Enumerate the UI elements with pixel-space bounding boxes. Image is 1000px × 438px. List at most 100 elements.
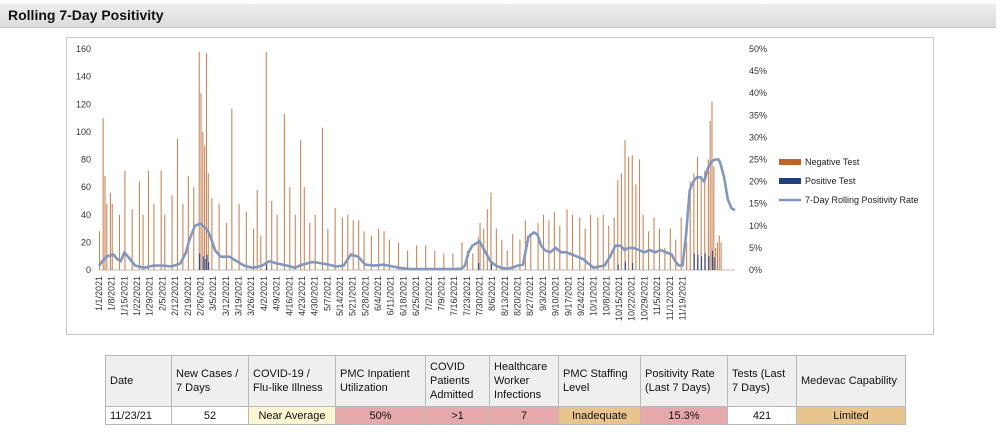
negative-test-bar bbox=[153, 203, 155, 270]
negative-test-bar bbox=[176, 138, 179, 270]
negative-test-bar bbox=[276, 214, 278, 270]
negative-test-bar bbox=[566, 209, 568, 270]
negative-test-bar bbox=[231, 108, 233, 270]
negative-test-bar bbox=[358, 220, 360, 270]
table-header-cell: Healthcare Worker Infections bbox=[489, 355, 559, 407]
x-tick-label: 10/1/2021 bbox=[589, 276, 599, 316]
x-tick-label: 5/21/2021 bbox=[348, 276, 358, 316]
positive-test-bar bbox=[490, 261, 492, 270]
section-header: Rolling 7-Day Positivity bbox=[0, 4, 996, 28]
negative-test-bar bbox=[443, 253, 445, 270]
positivity-rate-line bbox=[97, 158, 736, 271]
y-right-tick-label: 10% bbox=[749, 221, 767, 231]
positive-test-bar bbox=[266, 264, 268, 270]
tests-cell: 421 bbox=[727, 406, 797, 425]
negative-test-bar bbox=[238, 203, 240, 270]
negative-test-bar bbox=[479, 223, 481, 270]
positive-test-bar bbox=[632, 263, 634, 270]
negative-test-bar bbox=[407, 250, 409, 270]
illness-level-cell: Near Average bbox=[248, 406, 336, 425]
negative-test-bar bbox=[709, 120, 711, 270]
table-header-cell: Date bbox=[105, 355, 172, 407]
y-right-tick-label: 15% bbox=[749, 199, 767, 209]
negative-test-bar bbox=[512, 234, 514, 270]
positive-test-bar bbox=[713, 257, 715, 270]
table-header-cell: PMC Staffing Level bbox=[558, 355, 641, 407]
negative-test-bar bbox=[617, 180, 619, 270]
negative-test-bar bbox=[271, 200, 273, 270]
negative-test-bar bbox=[283, 113, 285, 270]
y-right-tick-label: 50% bbox=[749, 44, 767, 54]
x-tick-label: 8/27/2021 bbox=[525, 276, 535, 316]
negative-test-bar bbox=[638, 159, 641, 270]
x-tick-label: 9/17/2021 bbox=[563, 276, 573, 316]
x-tick-label: 6/4/2021 bbox=[373, 276, 383, 311]
negative-test-bar bbox=[548, 220, 550, 270]
y-right-tick-label: 5% bbox=[749, 243, 762, 253]
negative-test-bar bbox=[253, 228, 255, 270]
negative-test-bar bbox=[579, 217, 581, 270]
x-tick-label: 3/19/2021 bbox=[234, 276, 244, 316]
y-left-tick-label: 60 bbox=[81, 182, 91, 192]
negative-test-bar bbox=[204, 145, 206, 270]
negative-test-bar bbox=[383, 231, 385, 270]
x-tick-label: 7/23/2021 bbox=[462, 276, 472, 316]
negative-test-bar bbox=[327, 228, 329, 270]
x-tick-label: 3/5/2021 bbox=[208, 276, 218, 311]
negative-test-bar bbox=[707, 159, 709, 270]
negative-test-bar bbox=[211, 198, 213, 270]
negative-test-bar bbox=[720, 242, 722, 270]
negative-test-bar bbox=[265, 51, 267, 271]
negative-test-bar bbox=[171, 195, 173, 270]
negative-test-bar bbox=[553, 211, 555, 270]
chart: 0 20 40 60 80 100 120 140 160 0% 5% 10% 15% 20% 25% 30%… bbox=[76, 44, 919, 321]
negative-test-bar bbox=[142, 214, 144, 270]
inpatient-utilization-cell: 50% bbox=[335, 406, 426, 425]
x-tick-label: 6/18/2021 bbox=[398, 276, 408, 316]
y-left-tick-label: 0 bbox=[86, 265, 91, 275]
negative-test-bar bbox=[631, 155, 633, 270]
positive-test-bar bbox=[204, 258, 206, 270]
y-right-tick-label: 40% bbox=[749, 88, 767, 98]
patients-admitted-cell: >1 bbox=[425, 406, 490, 425]
positive-test-bar bbox=[208, 261, 210, 270]
negative-test-bar bbox=[314, 214, 316, 270]
table-header-cell: COVID Patients Admitted bbox=[425, 355, 490, 407]
negative-test-bar bbox=[207, 173, 209, 270]
negative-test-bar bbox=[452, 253, 454, 270]
y-right-tick-label: 20% bbox=[749, 177, 767, 187]
negative-test-bar bbox=[461, 242, 463, 270]
positive-test-bar bbox=[624, 261, 626, 270]
x-tick-label: 1/8/2021 bbox=[107, 276, 117, 311]
negative-test-bar bbox=[696, 156, 699, 270]
positive-test-bar bbox=[206, 254, 208, 270]
negative-test-bar bbox=[99, 231, 101, 270]
negative-test-bar bbox=[635, 184, 637, 270]
x-tick-label: 3/12/2021 bbox=[221, 276, 231, 316]
x-tick-label: 6/11/2021 bbox=[386, 276, 396, 315]
negative-test-bar bbox=[501, 239, 503, 270]
x-tick-label: 7/16/2021 bbox=[449, 276, 459, 316]
negative-test-bar bbox=[111, 203, 113, 270]
negative-test-bar bbox=[689, 181, 691, 270]
x-tick-label: 4/23/2021 bbox=[297, 276, 307, 316]
x-tick-label: 2/5/2021 bbox=[157, 276, 167, 311]
negative-test-bar bbox=[620, 173, 622, 270]
y-left-tick-label: 80 bbox=[81, 155, 91, 165]
positive-test-bar bbox=[202, 256, 204, 270]
negative-test-bar bbox=[218, 203, 220, 270]
x-tick-label: 11/19/2021 bbox=[677, 276, 687, 320]
x-tick-label: 11/5/2021 bbox=[652, 276, 662, 315]
y-right-tick-label: 35% bbox=[749, 110, 767, 120]
negative-test-bar bbox=[693, 173, 695, 270]
table-header-cell: New Cases / 7 Days bbox=[171, 355, 249, 407]
negative-test-bar bbox=[716, 242, 718, 270]
y-left-tick-label: 100 bbox=[76, 127, 91, 137]
x-tick-label: 10/15/2021 bbox=[614, 276, 624, 321]
x-tick-label: 2/12/2021 bbox=[170, 276, 180, 316]
x-tick-label: 10/22/2021 bbox=[627, 276, 637, 321]
y-right-tick-label: 45% bbox=[749, 66, 767, 76]
negative-test-bar bbox=[675, 239, 677, 270]
y-left-tick-label: 160 bbox=[76, 44, 91, 54]
negative-test-bar bbox=[584, 228, 586, 270]
